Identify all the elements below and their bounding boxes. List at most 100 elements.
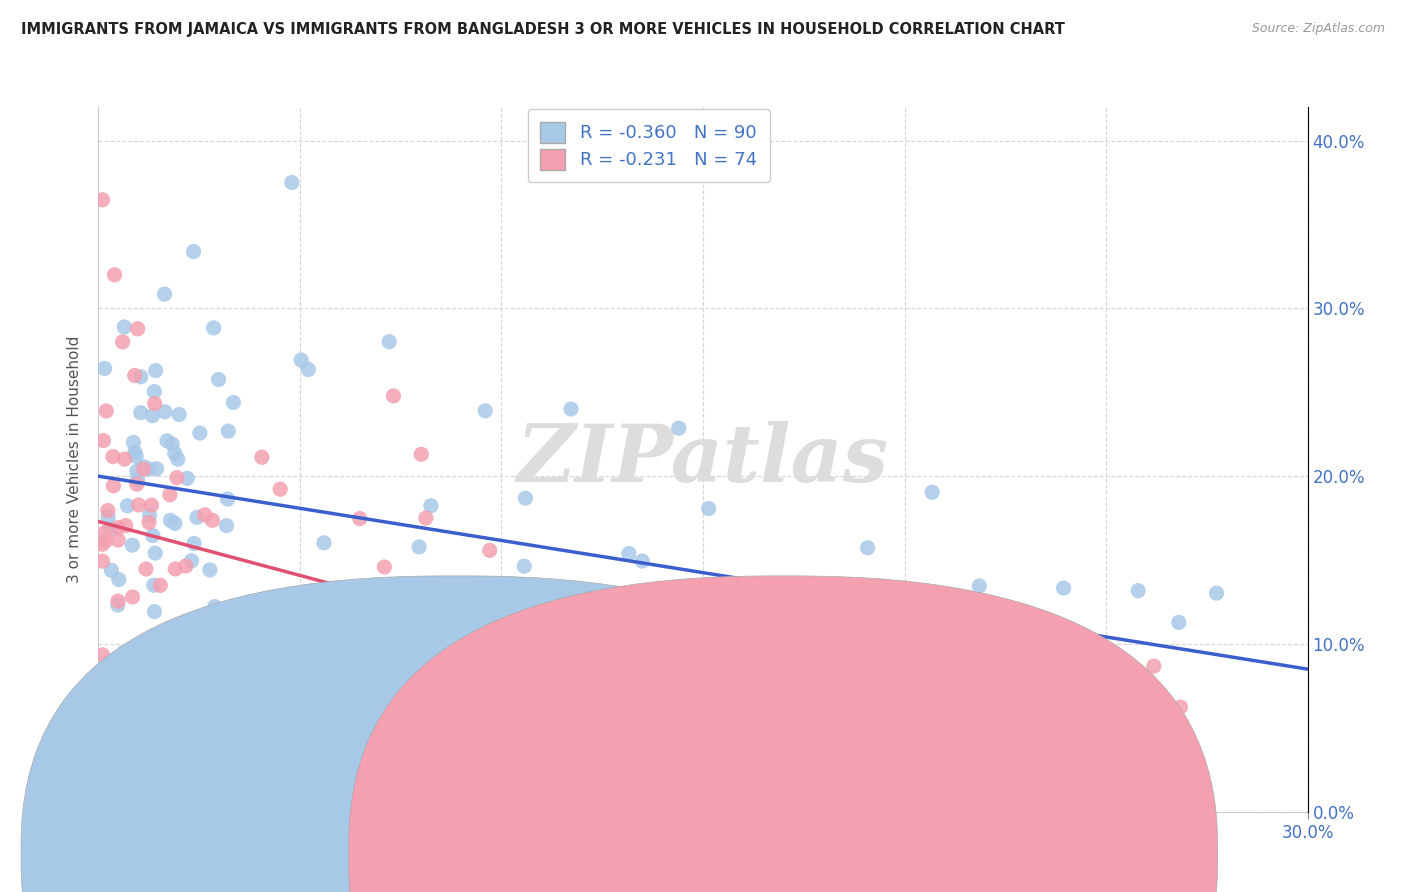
Y-axis label: 3 or more Vehicles in Household: 3 or more Vehicles in Household <box>67 335 83 583</box>
Point <box>592 771 614 785</box>
Point <box>166 452 188 467</box>
Point <box>474 755 496 769</box>
Point <box>112 320 135 334</box>
Point <box>180 554 202 568</box>
Point <box>166 471 188 485</box>
Point <box>872 581 894 595</box>
Point <box>1205 586 1227 600</box>
Point <box>167 408 190 422</box>
Point <box>202 321 225 335</box>
Point <box>194 508 217 522</box>
Point <box>141 409 163 423</box>
Point <box>921 485 943 500</box>
Legend: R = -0.360   N = 90, R = -0.231   N = 74: R = -0.360 N = 90, R = -0.231 N = 74 <box>527 109 769 182</box>
Point <box>217 424 239 438</box>
Point <box>997 771 1019 785</box>
Point <box>174 559 197 574</box>
Point <box>312 536 335 550</box>
Point <box>278 682 301 697</box>
Point <box>125 450 148 464</box>
Point <box>143 384 166 399</box>
Point <box>125 477 148 491</box>
Point <box>699 751 721 765</box>
Point <box>103 268 125 282</box>
Point <box>734 771 756 785</box>
Point <box>138 508 160 523</box>
Point <box>107 594 129 608</box>
Point <box>853 579 876 593</box>
Point <box>1170 700 1192 714</box>
Point <box>419 499 441 513</box>
Point <box>1143 659 1166 673</box>
Point <box>382 389 405 403</box>
Point <box>290 353 312 368</box>
Point <box>450 604 472 618</box>
Point <box>207 372 229 386</box>
Point <box>485 600 508 615</box>
Point <box>127 322 149 336</box>
Point <box>617 547 640 561</box>
Point <box>163 446 186 460</box>
Point <box>111 334 134 349</box>
Point <box>204 599 226 614</box>
Point <box>115 756 138 771</box>
Point <box>94 525 117 540</box>
Point <box>143 396 166 410</box>
Point <box>162 437 184 451</box>
Point <box>375 735 398 749</box>
Point <box>866 771 889 785</box>
Point <box>157 667 180 681</box>
Point <box>652 716 675 731</box>
Point <box>620 771 643 785</box>
Point <box>198 563 221 577</box>
Point <box>222 710 245 724</box>
Point <box>479 581 502 595</box>
Point <box>207 610 229 624</box>
Point <box>458 652 481 666</box>
Point <box>474 404 496 418</box>
Point <box>145 461 167 475</box>
Point <box>121 538 143 552</box>
Point <box>263 599 285 613</box>
Point <box>165 562 187 576</box>
Point <box>183 244 205 259</box>
Point <box>122 435 145 450</box>
Point <box>370 615 392 630</box>
Point <box>107 533 129 547</box>
Point <box>668 421 690 435</box>
Point <box>311 719 333 733</box>
Point <box>526 601 548 615</box>
Point <box>114 452 136 467</box>
Point <box>97 503 120 517</box>
Point <box>163 516 186 531</box>
Point <box>142 528 165 542</box>
Point <box>91 537 114 551</box>
Point <box>138 516 160 530</box>
Point <box>697 501 720 516</box>
Point <box>924 732 946 747</box>
Point <box>997 771 1019 785</box>
Text: ZIPatlas: ZIPatlas <box>517 421 889 498</box>
Point <box>91 193 114 207</box>
Point <box>145 363 167 377</box>
Point <box>856 541 879 555</box>
Point <box>222 395 245 409</box>
Text: Source: ZipAtlas.com: Source: ZipAtlas.com <box>1251 22 1385 36</box>
Point <box>143 605 166 619</box>
Point <box>851 630 873 644</box>
Point <box>1052 581 1074 595</box>
Point <box>969 579 991 593</box>
Point <box>297 362 319 376</box>
Point <box>186 510 208 524</box>
Point <box>96 404 118 418</box>
Point <box>149 578 172 592</box>
Point <box>135 562 157 576</box>
Point <box>91 648 114 662</box>
Point <box>267 747 290 762</box>
Point <box>1126 718 1149 732</box>
Point <box>188 426 211 441</box>
Point <box>142 578 165 592</box>
Point <box>129 406 152 420</box>
Point <box>478 543 501 558</box>
Point <box>988 626 1011 640</box>
